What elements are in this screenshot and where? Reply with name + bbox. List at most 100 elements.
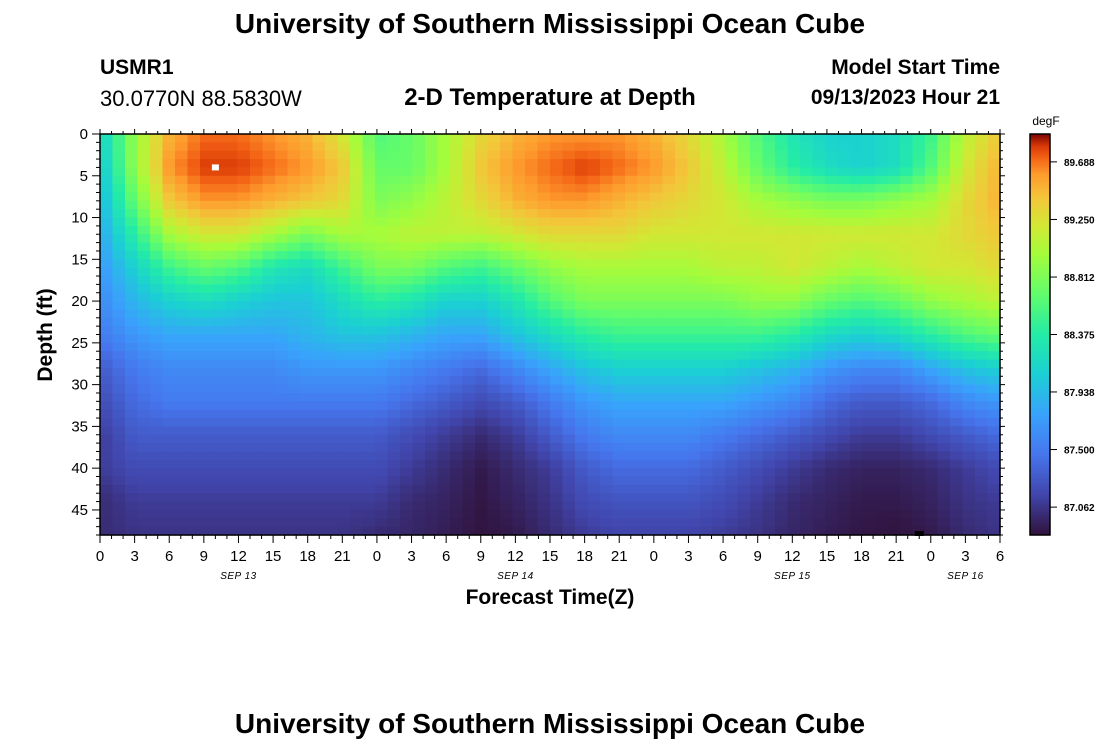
heatmap-cell	[212, 175, 226, 185]
heatmap-cell	[287, 518, 301, 528]
heatmap-cell	[137, 468, 151, 478]
heatmap-cell	[900, 175, 914, 185]
heatmap-cell	[562, 184, 576, 194]
heatmap-cell	[812, 484, 826, 494]
heatmap-cell	[212, 242, 226, 252]
heatmap-cell	[662, 301, 676, 311]
heatmap-cell	[562, 401, 576, 411]
heatmap-cell	[812, 184, 826, 194]
heatmap-cell	[387, 493, 401, 503]
heatmap-cell	[762, 134, 776, 143]
heatmap-cell	[337, 484, 351, 494]
heatmap-cell	[462, 459, 476, 469]
heatmap-cell	[700, 351, 714, 361]
heatmap-cell	[850, 326, 864, 336]
heatmap-cell	[287, 284, 301, 294]
heatmap-cell	[325, 159, 339, 169]
heatmap-cell	[937, 443, 951, 453]
heatmap-cell	[925, 418, 939, 427]
heatmap-cell	[225, 284, 239, 294]
heatmap-cell	[337, 309, 351, 319]
heatmap-cell	[275, 509, 289, 519]
heatmap-cell	[662, 317, 676, 327]
heatmap-cell	[625, 234, 639, 244]
heatmap-cell	[450, 309, 464, 319]
heatmap-cell	[687, 284, 701, 294]
heatmap-cell	[850, 184, 864, 194]
heatmap-cell	[600, 443, 614, 453]
heatmap-cell	[462, 217, 476, 227]
heatmap-cell	[800, 309, 814, 319]
heatmap-cell	[975, 351, 989, 361]
heatmap-cell	[587, 250, 601, 260]
heatmap-cell	[900, 459, 914, 469]
heatmap-cell	[512, 493, 526, 503]
heatmap-cell	[387, 326, 401, 336]
heatmap-cell	[612, 376, 626, 386]
heatmap-cell	[637, 501, 651, 511]
heatmap-cell	[450, 159, 464, 169]
heatmap-cell	[912, 434, 926, 444]
heatmap-cell	[362, 459, 376, 469]
heatmap-cell	[900, 259, 914, 269]
heatmap-cell	[525, 342, 539, 352]
heatmap-cell	[687, 434, 701, 444]
heatmap-cell	[175, 351, 189, 361]
heatmap-cell	[487, 426, 501, 436]
heatmap-cell	[300, 301, 314, 311]
heatmap-cell	[137, 167, 151, 177]
heatmap-cell	[675, 192, 689, 202]
x-tick-label: 12	[507, 548, 524, 565]
heatmap-cell	[487, 342, 501, 352]
heatmap-cell	[287, 443, 301, 453]
heatmap-cell	[800, 334, 814, 344]
heatmap-cell	[112, 142, 126, 152]
heatmap-cell	[750, 217, 764, 227]
heatmap-cell	[125, 376, 139, 386]
heatmap-cell	[212, 167, 226, 177]
heatmap-cell	[312, 501, 326, 511]
heatmap-cell	[650, 342, 664, 352]
heatmap-cell	[387, 359, 401, 369]
heatmap-cell	[350, 284, 364, 294]
heatmap-cell	[362, 234, 376, 244]
heatmap-cell	[812, 309, 826, 319]
heatmap-cell	[812, 234, 826, 244]
heatmap-cell	[637, 518, 651, 528]
heatmap-cell	[850, 234, 864, 244]
heatmap-cell	[425, 426, 439, 436]
heatmap-cell	[562, 309, 576, 319]
heatmap-cell	[550, 367, 564, 377]
heatmap-cell	[762, 242, 776, 252]
heatmap-cell	[750, 384, 764, 394]
heatmap-cell	[787, 142, 801, 152]
heatmap-cell	[950, 409, 964, 419]
heatmap-cell	[837, 209, 851, 219]
heatmap-cell	[362, 384, 376, 394]
heatmap-cell	[325, 426, 339, 436]
colorbar-tick-label: 89.250	[1064, 215, 1095, 226]
heatmap-cell	[550, 418, 564, 427]
heatmap-cell	[787, 468, 801, 478]
heatmap-cell	[325, 493, 339, 503]
heatmap-cell	[475, 434, 489, 444]
heatmap-cell	[200, 509, 214, 519]
heatmap-cell	[525, 134, 539, 143]
heatmap-cell	[937, 451, 951, 461]
heatmap-cell	[312, 392, 326, 402]
heatmap-cell	[625, 509, 639, 519]
heatmap-cell	[537, 234, 551, 244]
heatmap-cell	[287, 401, 301, 411]
heatmap-cell	[450, 167, 464, 177]
heatmap-cell	[675, 526, 689, 536]
heatmap-cell	[375, 509, 389, 519]
heatmap-cell	[687, 234, 701, 244]
heatmap-cell	[537, 401, 551, 411]
heatmap-cell	[800, 418, 814, 427]
heatmap-cell	[300, 367, 314, 377]
heatmap-cell	[225, 267, 239, 277]
heatmap-cell	[562, 376, 576, 386]
heatmap-cell	[312, 309, 326, 319]
heatmap-cell	[850, 384, 864, 394]
heatmap-cell	[775, 200, 789, 210]
